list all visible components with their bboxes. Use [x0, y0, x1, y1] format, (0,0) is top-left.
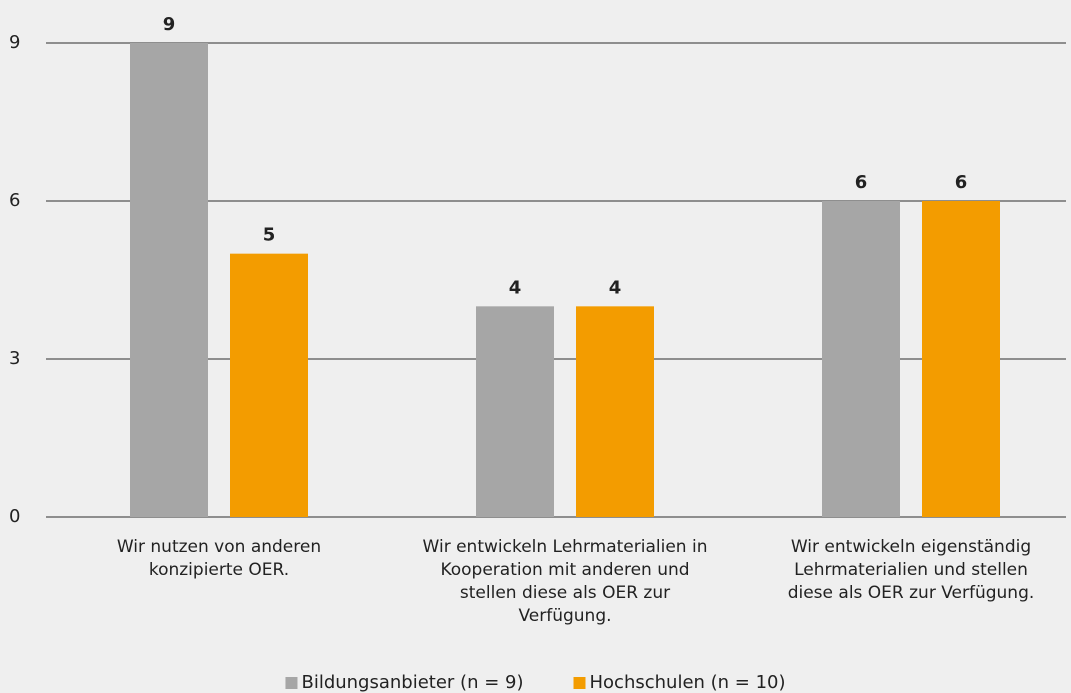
data-label: 4: [609, 277, 622, 298]
legend-swatch: [285, 677, 298, 689]
x-tick-label: Wir nutzen von anderen konzipierte OER.: [116, 537, 322, 580]
y-tick-label: 6: [9, 190, 20, 211]
data-label: 9: [163, 14, 176, 35]
data-label: 6: [855, 172, 868, 193]
x-tick-label: Wir entwickeln Lehrmaterialien in Kooper…: [422, 537, 708, 626]
legend-swatch: [573, 677, 586, 689]
y-tick-label: 0: [9, 506, 20, 527]
bar: [130, 43, 208, 517]
data-label: 4: [509, 277, 522, 298]
y-tick-label: 9: [9, 32, 20, 53]
bar: [576, 306, 654, 517]
bar: [922, 201, 1000, 517]
bar: [476, 306, 554, 517]
y-tick-label: 3: [9, 348, 20, 369]
data-label: 5: [263, 225, 276, 246]
legend-label: Hochschulen (n = 10): [590, 672, 786, 693]
bar: [230, 253, 308, 517]
legend-label: Bildungsanbieter (n = 9): [301, 672, 523, 693]
x-tick-label: Wir entwickeln eigenständig Lehrmaterial…: [787, 537, 1035, 603]
bar: [822, 201, 900, 517]
data-label: 6: [955, 172, 968, 193]
